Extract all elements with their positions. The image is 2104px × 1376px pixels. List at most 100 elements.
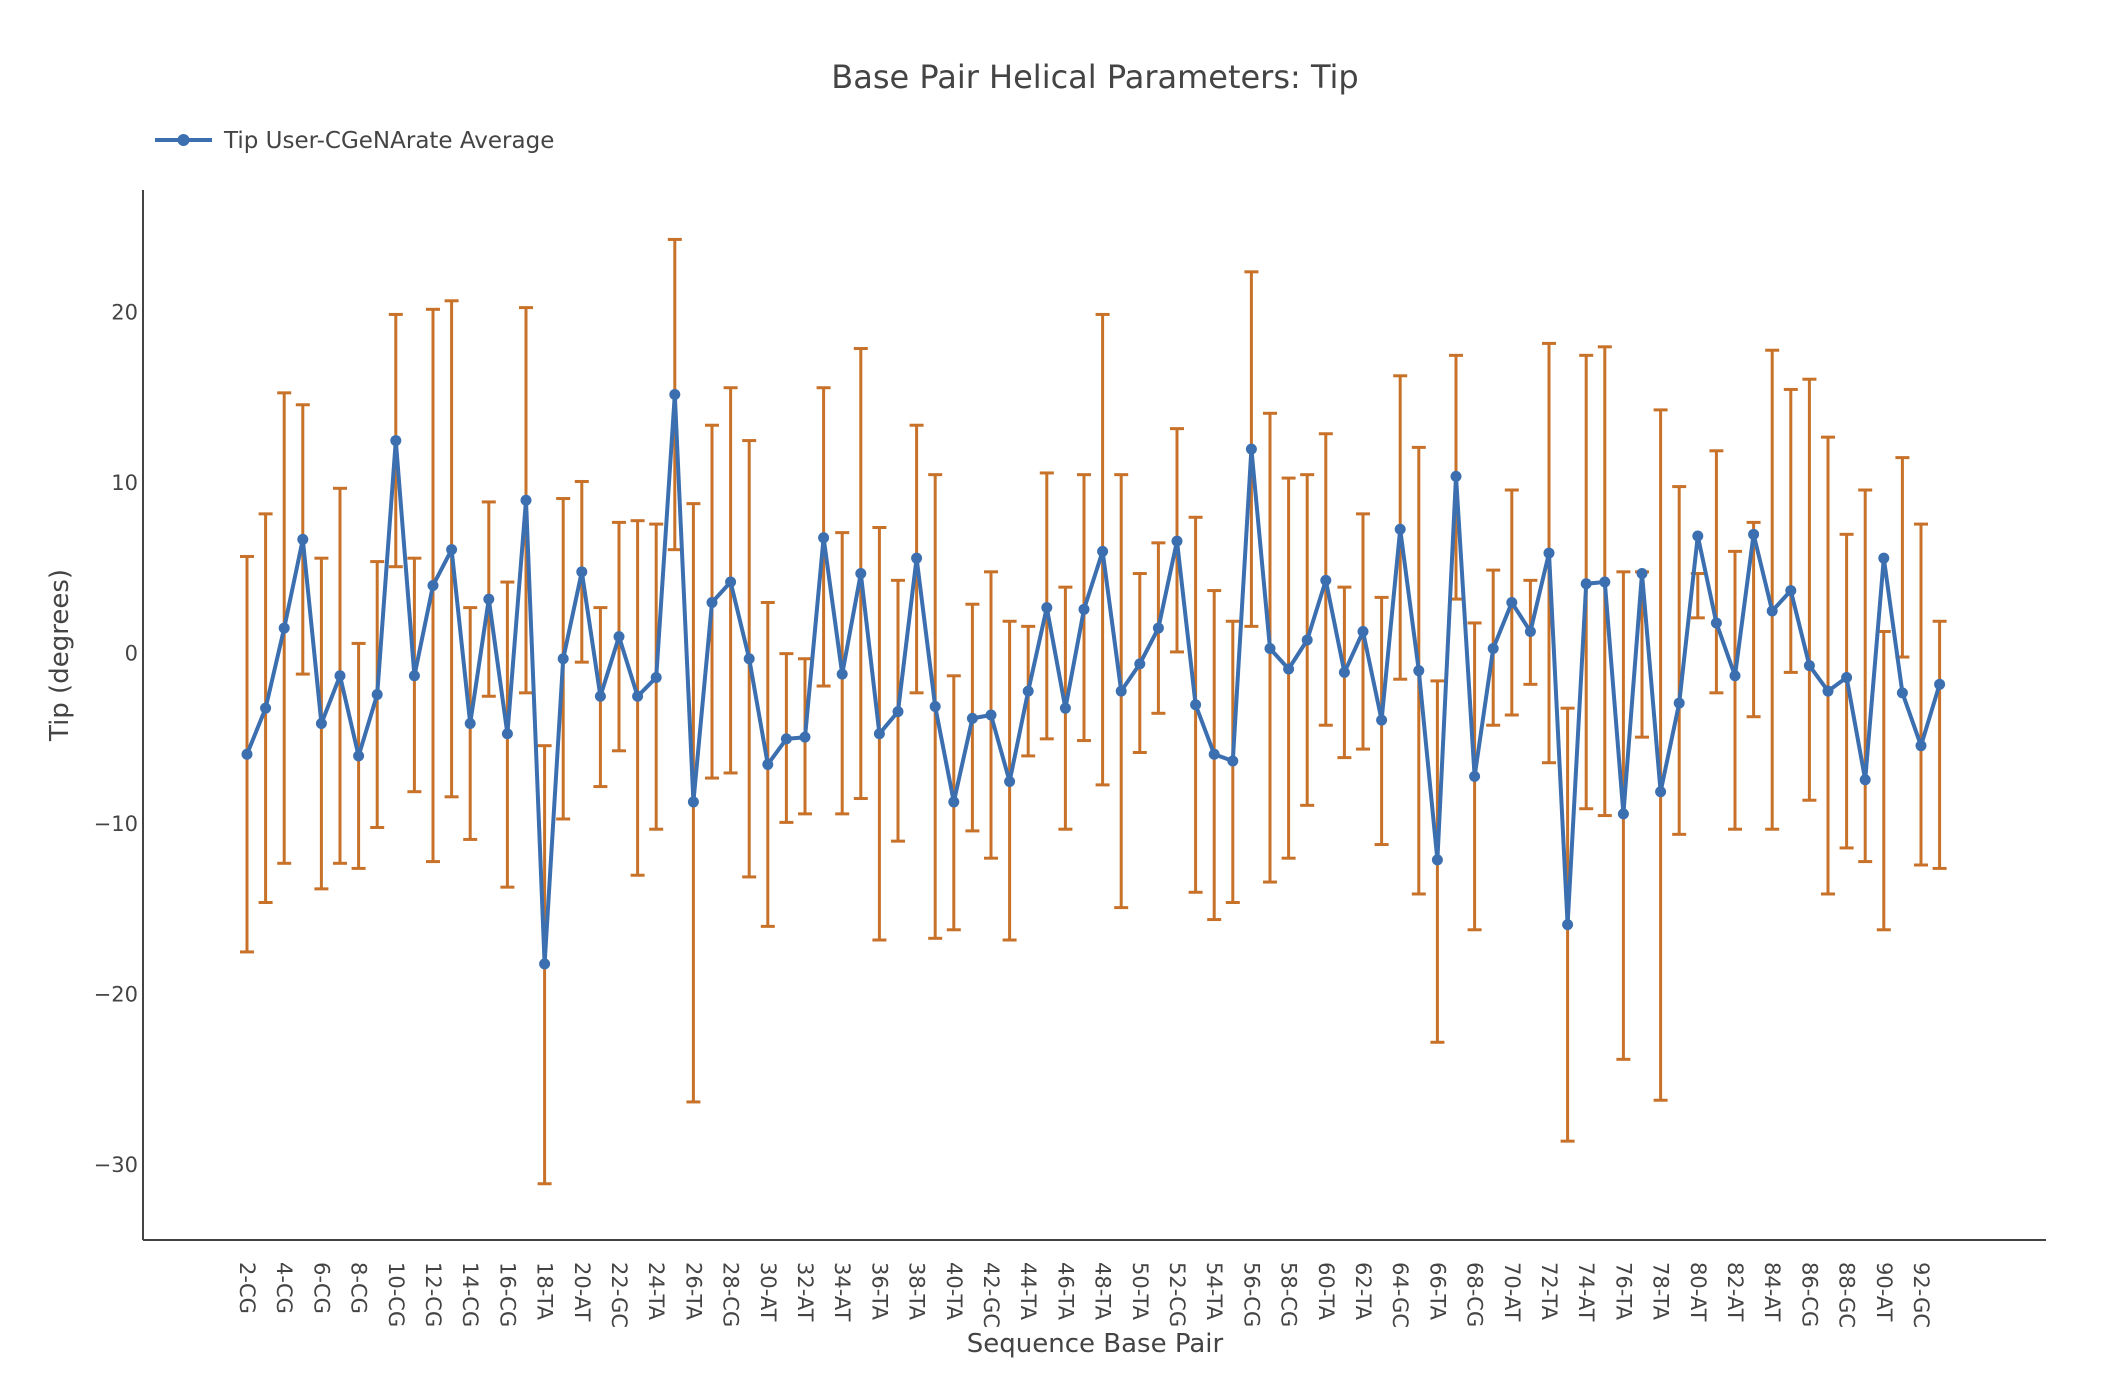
data-point[interactable] xyxy=(1506,597,1518,608)
data-point[interactable] xyxy=(390,435,402,447)
data-point[interactable] xyxy=(966,712,978,724)
data-point[interactable] xyxy=(1431,854,1443,866)
data-point[interactable] xyxy=(1320,574,1332,586)
data-point[interactable] xyxy=(241,748,253,760)
data-point[interactable] xyxy=(1394,523,1406,535)
data-point[interactable] xyxy=(353,750,365,762)
data-point[interactable] xyxy=(1301,634,1313,646)
data-point[interactable] xyxy=(1655,786,1667,798)
data-point[interactable] xyxy=(836,668,848,680)
data-point[interactable] xyxy=(464,718,476,730)
data-point[interactable] xyxy=(1580,578,1592,590)
data-point[interactable] xyxy=(539,958,551,970)
data-point[interactable] xyxy=(1227,755,1239,767)
data-point[interactable] xyxy=(1934,678,1946,690)
data-point[interactable] xyxy=(1264,643,1276,655)
data-point[interactable] xyxy=(594,690,606,702)
data-point[interactable] xyxy=(1190,699,1202,711)
data-point[interactable] xyxy=(1915,740,1927,752)
data-point[interactable] xyxy=(1636,568,1648,580)
data-point[interactable] xyxy=(576,566,588,578)
data-point[interactable] xyxy=(1450,470,1462,482)
data-point[interactable] xyxy=(427,579,439,591)
data-point[interactable] xyxy=(743,653,755,665)
data-point[interactable] xyxy=(1208,748,1220,760)
data-point[interactable] xyxy=(1469,770,1481,782)
data-point[interactable] xyxy=(408,670,420,682)
data-point[interactable] xyxy=(520,494,532,506)
data-point[interactable] xyxy=(762,758,774,770)
data-point[interactable] xyxy=(1245,443,1257,455)
data-point[interactable] xyxy=(1859,774,1871,786)
data-point[interactable] xyxy=(1097,545,1109,557)
x-tick-label: 68-CG xyxy=(1463,1262,1487,1327)
data-point[interactable] xyxy=(1134,658,1146,670)
data-point[interactable] xyxy=(1617,808,1629,820)
x-tick-labels: 2-CG 4-CG 6-CG 8-CG 10-CG 12-CG 14-CG 16-CG 18-T… xyxy=(235,1262,1933,1328)
data-point[interactable] xyxy=(1338,666,1350,678)
data-point[interactable] xyxy=(315,718,327,730)
data-point[interactable] xyxy=(706,597,718,608)
data-point[interactable] xyxy=(948,796,960,808)
data-point[interactable] xyxy=(334,670,346,682)
x-tick-label: 74-AT xyxy=(1574,1262,1598,1322)
data-point[interactable] xyxy=(1803,660,1815,672)
data-point[interactable] xyxy=(650,672,662,683)
data-point[interactable] xyxy=(1004,775,1016,787)
data-point[interactable] xyxy=(1766,605,1778,617)
x-tick-label: 48-TA xyxy=(1091,1262,1115,1321)
data-point[interactable] xyxy=(818,532,830,544)
data-point[interactable] xyxy=(1878,552,1890,564)
data-point[interactable] xyxy=(1841,672,1853,683)
data-point[interactable] xyxy=(557,653,569,665)
data-point[interactable] xyxy=(669,389,681,401)
data-point[interactable] xyxy=(1283,663,1295,675)
data-point[interactable] xyxy=(725,576,737,588)
data-point[interactable] xyxy=(1599,576,1611,588)
data-point[interactable] xyxy=(278,622,290,634)
data-point[interactable] xyxy=(780,733,792,745)
data-point[interactable] xyxy=(1785,585,1797,597)
data-point[interactable] xyxy=(1543,547,1555,559)
data-point[interactable] xyxy=(799,731,811,743)
data-point[interactable] xyxy=(260,702,272,714)
data-point[interactable] xyxy=(1115,685,1127,697)
data-point[interactable] xyxy=(1524,625,1536,637)
data-point[interactable] xyxy=(1673,697,1685,709)
x-tick-label: 30-AT xyxy=(756,1262,780,1322)
data-point[interactable] xyxy=(1692,530,1704,542)
data-point[interactable] xyxy=(613,631,625,643)
data-point[interactable] xyxy=(1748,528,1760,540)
data-point[interactable] xyxy=(297,533,309,545)
data-point[interactable] xyxy=(855,568,867,580)
data-point[interactable] xyxy=(911,552,923,564)
data-point[interactable] xyxy=(985,709,997,721)
data-point[interactable] xyxy=(1487,643,1499,655)
data-point[interactable] xyxy=(1041,602,1053,614)
data-point[interactable] xyxy=(1059,702,1071,714)
data-point[interactable] xyxy=(687,796,699,808)
data-point[interactable] xyxy=(1357,625,1369,637)
data-point[interactable] xyxy=(632,690,644,702)
data-point[interactable] xyxy=(1152,622,1164,634)
data-point[interactable] xyxy=(371,689,383,701)
data-point[interactable] xyxy=(1896,687,1908,699)
data-point[interactable] xyxy=(446,544,458,556)
data-point[interactable] xyxy=(1822,685,1834,697)
data-point[interactable] xyxy=(1376,714,1388,726)
data-point[interactable] xyxy=(873,728,885,740)
data-point[interactable] xyxy=(1413,665,1425,677)
data-point[interactable] xyxy=(1022,685,1034,697)
error-bars xyxy=(240,237,1947,1186)
x-tick-label: 86-CG xyxy=(1797,1262,1821,1327)
data-point[interactable] xyxy=(501,728,513,740)
legend[interactable]: Tip User-CGeNArate Average xyxy=(155,128,554,154)
data-point[interactable] xyxy=(1729,670,1741,682)
data-point[interactable] xyxy=(1078,603,1090,615)
data-point[interactable] xyxy=(1171,535,1183,547)
data-point[interactable] xyxy=(929,700,941,712)
data-point[interactable] xyxy=(483,593,495,605)
data-point[interactable] xyxy=(892,706,904,718)
data-point[interactable] xyxy=(1562,919,1574,931)
data-point[interactable] xyxy=(1710,617,1722,629)
